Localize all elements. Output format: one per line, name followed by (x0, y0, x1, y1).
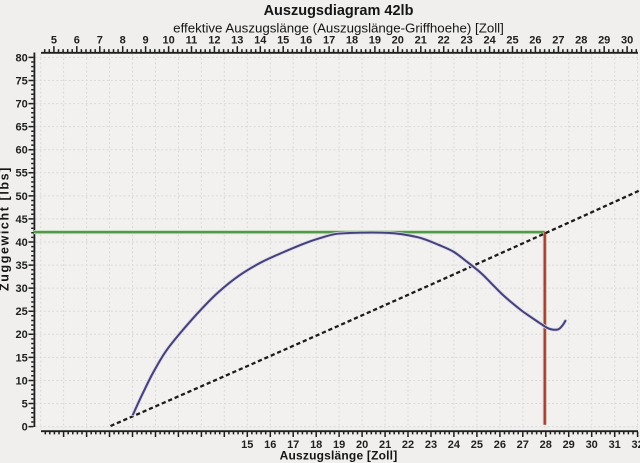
svg-text:16: 16 (300, 35, 312, 47)
svg-text:21: 21 (379, 439, 391, 451)
svg-text:29: 29 (598, 35, 610, 47)
svg-text:55: 55 (16, 168, 28, 180)
svg-text:12: 12 (208, 35, 220, 47)
svg-text:10: 10 (162, 35, 174, 47)
svg-text:Auszugslänge [Zoll]: Auszugslänge [Zoll] (280, 449, 398, 463)
svg-text:30: 30 (586, 439, 598, 451)
svg-text:9: 9 (143, 35, 149, 47)
svg-text:7: 7 (97, 35, 103, 47)
svg-text:25: 25 (471, 439, 483, 451)
svg-text:25: 25 (16, 306, 28, 318)
svg-text:20: 20 (356, 439, 368, 451)
svg-text:19: 19 (333, 439, 345, 451)
svg-text:21: 21 (415, 35, 427, 47)
svg-text:26: 26 (529, 35, 541, 47)
svg-text:28: 28 (575, 35, 587, 47)
svg-text:30: 30 (16, 283, 28, 295)
svg-text:24: 24 (483, 35, 496, 47)
svg-text:40: 40 (16, 237, 28, 249)
svg-text:Auszugsdiagram 42lb: Auszugsdiagram 42lb (264, 3, 414, 19)
svg-text:20: 20 (16, 329, 28, 341)
svg-text:15: 15 (16, 352, 28, 364)
svg-text:50: 50 (16, 191, 28, 203)
svg-text:75: 75 (16, 75, 28, 87)
svg-text:17: 17 (323, 35, 335, 47)
svg-text:27: 27 (517, 439, 529, 451)
svg-text:5: 5 (22, 398, 28, 410)
svg-text:18: 18 (310, 439, 322, 451)
svg-text:70: 70 (16, 99, 28, 111)
svg-text:65: 65 (16, 122, 28, 134)
svg-text:80: 80 (16, 52, 28, 64)
svg-text:26: 26 (494, 439, 506, 451)
svg-text:28: 28 (540, 439, 552, 451)
svg-text:5: 5 (51, 35, 57, 47)
svg-text:Zuggewicht [lbs]: Zuggewicht [lbs] (0, 166, 12, 291)
svg-text:22: 22 (402, 439, 414, 451)
svg-text:16: 16 (264, 439, 276, 451)
svg-text:19: 19 (369, 35, 381, 47)
svg-text:17: 17 (287, 439, 299, 451)
svg-text:29: 29 (563, 439, 575, 451)
svg-text:10: 10 (16, 375, 28, 387)
svg-text:31: 31 (609, 439, 621, 451)
svg-text:25: 25 (506, 35, 518, 47)
svg-text:8: 8 (120, 35, 126, 47)
svg-text:45: 45 (16, 214, 28, 226)
svg-text:27: 27 (552, 35, 564, 47)
svg-text:14: 14 (254, 35, 267, 47)
svg-text:11: 11 (186, 35, 198, 47)
svg-text:0: 0 (22, 422, 28, 434)
svg-text:24: 24 (448, 439, 461, 451)
svg-text:23: 23 (425, 439, 437, 451)
svg-text:effektive Auszugslänge (Auszug: effektive Auszugslänge (Auszugslänge-Gri… (173, 20, 504, 35)
svg-text:60: 60 (16, 145, 28, 157)
svg-text:23: 23 (460, 35, 472, 47)
svg-text:6: 6 (74, 35, 80, 47)
svg-text:32: 32 (631, 439, 640, 451)
svg-text:15: 15 (241, 439, 253, 451)
svg-text:22: 22 (438, 35, 450, 47)
svg-text:13: 13 (231, 35, 243, 47)
svg-text:18: 18 (346, 35, 358, 47)
svg-text:20: 20 (392, 35, 404, 47)
svg-text:15: 15 (277, 35, 289, 47)
svg-text:30: 30 (621, 35, 633, 47)
svg-text:35: 35 (16, 260, 28, 272)
